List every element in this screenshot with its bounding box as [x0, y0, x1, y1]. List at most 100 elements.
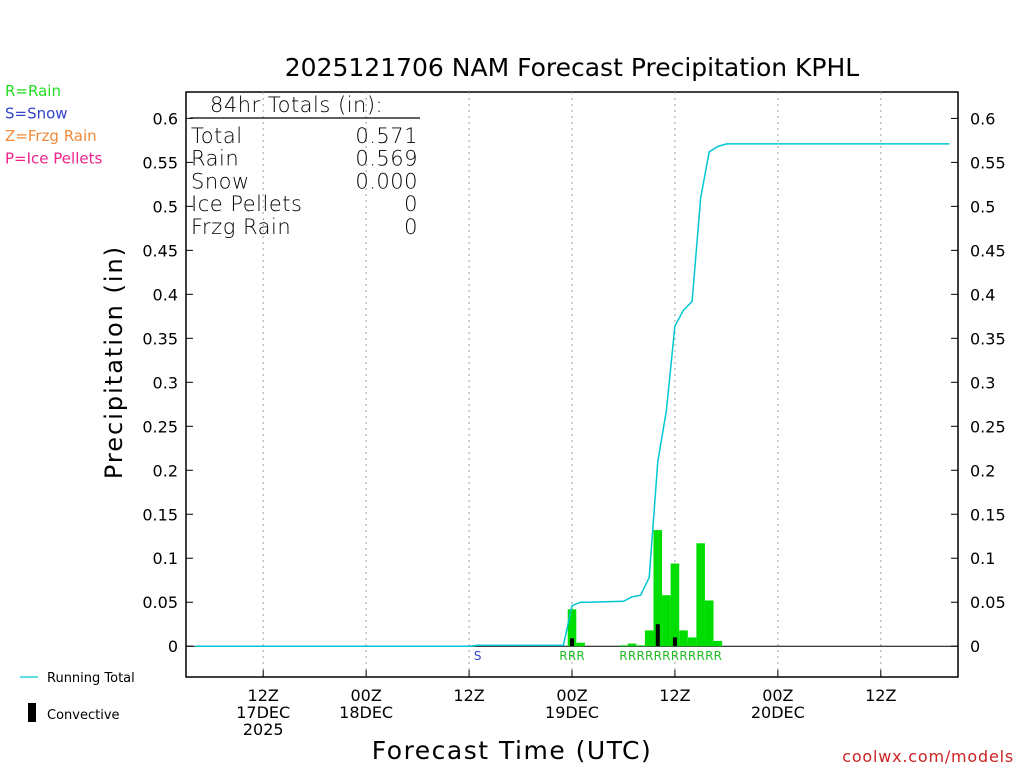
y-tick-label: 0.35	[142, 329, 178, 348]
x-tick-label: 19DEC	[545, 703, 599, 722]
totals-row-label: Total	[191, 124, 243, 148]
x-tick-label: 20DEC	[751, 703, 805, 722]
x-tick-label: 12Z	[659, 686, 690, 705]
convective-bar	[655, 624, 660, 647]
type-legend-item: S=Snow	[5, 105, 68, 123]
totals-row-value: 0	[404, 215, 418, 239]
ptype-mark: R	[696, 649, 704, 663]
rain-bar	[713, 640, 723, 647]
x-tick-label: 18DEC	[339, 703, 393, 722]
ptype-mark: R	[576, 649, 584, 663]
totals-row-value: 0.000	[355, 169, 418, 193]
ptype-mark: R	[714, 649, 722, 663]
x-tick-label: 12Z	[865, 686, 896, 705]
type-legend-item: R=Rain	[5, 82, 61, 100]
rain-bar	[687, 637, 697, 647]
y-tick-label: 0.15	[142, 505, 178, 524]
running-total-legend-label: Running Total	[47, 671, 135, 686]
type-legend-item: Z=Frzg Rain	[5, 127, 97, 145]
rain-bar	[627, 643, 637, 647]
y-tick-label: 0.5	[153, 197, 178, 216]
x-tick-label: 00Z	[762, 686, 793, 705]
x-tick-label: 00Z	[350, 686, 381, 705]
convective-bars	[570, 624, 677, 647]
rain-bar	[662, 595, 671, 647]
y-axis-left: 0 0.05 0.1 0.15 0.2 0.25 0.3 0.35 0.4 0.45 0.5 0.55…	[142, 109, 193, 656]
y-tick-label: 0.6	[970, 109, 995, 128]
ptype-mark: R	[636, 649, 644, 663]
rain-bar	[696, 543, 705, 647]
totals-row-label: Frzg Rain	[191, 215, 291, 239]
y-tick-label: 0.55	[970, 153, 1006, 172]
ptype-mark: S	[474, 649, 482, 663]
totals-row-value: 0	[404, 192, 418, 216]
rain-bar	[679, 630, 688, 647]
rain-bar	[670, 563, 680, 647]
y-tick-label: 0.15	[970, 505, 1006, 524]
x-tick-label: 17DEC	[236, 703, 290, 722]
precip-type-legend: R=Rain S=Snow Z=Frzg Rain P=Ice Pellets	[5, 82, 102, 168]
y-tick-label: 0	[168, 637, 178, 656]
ptype-mark: R	[619, 649, 627, 663]
totals-row-value: 0.571	[355, 124, 418, 148]
ptype-mark: R	[679, 649, 687, 663]
totals-row-value: 0.569	[355, 147, 418, 171]
y-tick-label: 0.2	[153, 461, 178, 480]
ptype-mark: R	[671, 649, 679, 663]
y-tick-label: 0.45	[142, 241, 178, 260]
y-axis-label: Precipitation (in)	[100, 245, 128, 479]
convective-legend-swatch	[28, 703, 36, 722]
rain-bar	[567, 609, 577, 647]
totals-row-label: Ice Pellets	[191, 192, 302, 216]
x-tick-label: 12Z	[453, 686, 484, 705]
rain-bar	[636, 645, 645, 647]
y-axis-right: 0 0.05 0.1 0.15 0.2 0.25 0.3 0.35 0.4 0.45 0.5 0.55…	[951, 109, 1006, 656]
y-tick-label: 0.3	[153, 373, 178, 392]
y-tick-label: 0.25	[970, 417, 1006, 436]
ptype-mark: R	[705, 649, 713, 663]
ptype-mark: R	[654, 649, 662, 663]
y-tick-label: 0	[970, 637, 980, 656]
x-tick-label: 2025	[243, 720, 284, 739]
y-tick-label: 0.3	[970, 373, 995, 392]
y-tick-label: 0.05	[142, 593, 178, 612]
rain-bars	[567, 530, 723, 647]
watermark: coolwx.com/models	[842, 747, 1014, 766]
ptype-mark: R	[662, 649, 670, 663]
y-tick-label: 0.45	[970, 241, 1006, 260]
y-tick-label: 0.4	[970, 285, 995, 304]
convective-bar	[672, 637, 677, 647]
y-tick-label: 0.1	[153, 549, 178, 568]
ptype-mark: R	[645, 649, 653, 663]
rain-bar	[576, 642, 585, 647]
x-tick-label: 00Z	[556, 686, 587, 705]
ptype-mark: R	[688, 649, 696, 663]
y-tick-label: 0.35	[970, 329, 1006, 348]
rain-bar	[704, 600, 714, 647]
ptype-mark: R	[559, 649, 567, 663]
y-tick-label: 0.4	[153, 285, 178, 304]
x-axis-label: Forecast Time (UTC)	[372, 736, 652, 765]
totals-box: 84hr Totals (in): Total 0.571 Rain 0.569 Sno…	[190, 93, 420, 239]
y-tick-label: 0.05	[970, 593, 1006, 612]
y-tick-label: 0.55	[142, 153, 178, 172]
totals-header: 84hr Totals (in):	[210, 93, 383, 117]
x-tick-label: 12Z	[248, 686, 279, 705]
convective-bar	[570, 638, 574, 647]
y-tick-label: 0.2	[970, 461, 995, 480]
convective-legend-label: Convective	[47, 708, 120, 723]
rain-bar	[653, 530, 663, 647]
ptype-mark: R	[628, 649, 636, 663]
running-total-line	[194, 143, 950, 647]
y-tick-label: 0.25	[142, 417, 178, 436]
y-tick-label: 0.1	[970, 549, 995, 568]
y-tick-label: 0.6	[153, 109, 178, 128]
rain-bar	[644, 630, 654, 647]
chart-title: 2025121706 NAM Forecast Precipitation KP…	[285, 53, 860, 82]
type-legend-item: P=Ice Pellets	[5, 150, 102, 168]
totals-rows: Total 0.571 Rain 0.569 Snow 0.000 Ice Pellets 0…	[191, 124, 418, 239]
plot-frame	[185, 91, 959, 678]
totals-row-label: Rain	[191, 147, 239, 171]
